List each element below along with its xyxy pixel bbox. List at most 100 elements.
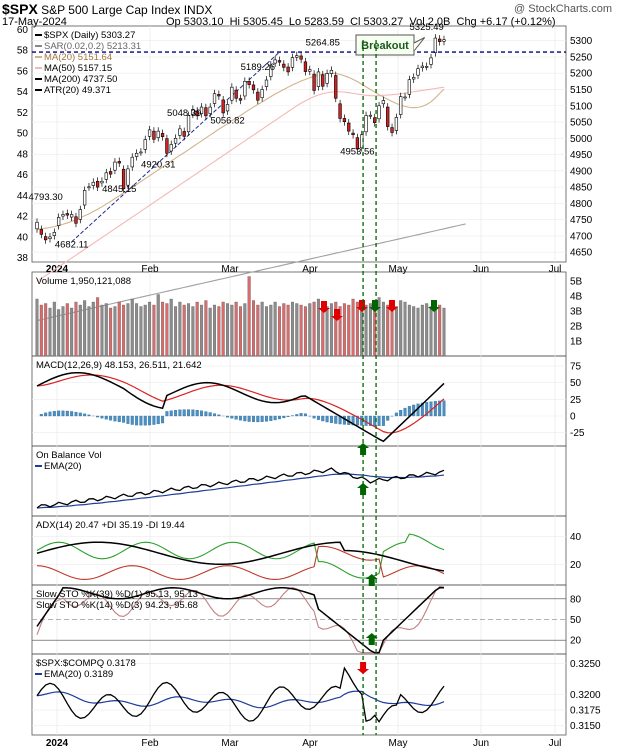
macd-hist-bar — [247, 415, 251, 422]
volume-bar — [165, 303, 169, 357]
volume-bar — [35, 298, 39, 357]
volume-down-arrow — [386, 300, 398, 312]
candle-body — [61, 214, 65, 217]
macd-y-tick: 50 — [570, 378, 582, 389]
volume-bar — [368, 303, 372, 357]
macd-hist-bar — [122, 415, 126, 423]
macd-y-tick: 75 — [570, 362, 582, 373]
candle-body — [195, 110, 199, 117]
x-tick-label: Jun — [473, 264, 489, 275]
ohlc-summary: Op 5303.10 Hi 5305.45 Lo 5283.59 Cl 5303… — [166, 16, 556, 28]
macd-hist-bar — [425, 402, 429, 417]
candle-body — [238, 98, 243, 101]
volume-bar — [130, 298, 134, 357]
macd-hist-bar — [213, 413, 217, 417]
macd-hist-bar — [74, 411, 78, 417]
candle-body — [208, 106, 212, 114]
candle-body — [35, 221, 39, 230]
volume-bar — [113, 306, 117, 357]
macd-hist-bar — [48, 411, 52, 417]
volume-y-tick: 3B — [570, 307, 583, 318]
candle-body — [420, 65, 424, 68]
macd-hist-bar — [70, 411, 74, 417]
candle-body — [82, 190, 87, 206]
price-annotation: 5048.39 — [167, 108, 201, 119]
price-y-tick: 4800 — [570, 199, 593, 210]
price-annotation: 5264.85 — [306, 38, 340, 49]
candle-body — [217, 94, 221, 97]
candle-body — [52, 232, 56, 236]
candle-body — [212, 93, 217, 104]
macd-hist-bar — [433, 401, 437, 417]
candle-body — [442, 39, 446, 42]
candle-body — [69, 214, 74, 218]
macd-hist-bar — [178, 409, 182, 417]
volume-bar — [251, 300, 255, 357]
volume-bar — [273, 301, 277, 357]
candle-body — [199, 106, 204, 114]
candle-body — [312, 73, 316, 91]
volume-bar — [213, 304, 217, 357]
candle-body — [234, 89, 238, 99]
macd-hist-bar — [204, 411, 208, 417]
macd-hist-bar — [39, 414, 43, 417]
macd-hist-bar — [273, 415, 277, 421]
volume-bar — [217, 306, 221, 357]
macd-hist-bar — [96, 415, 100, 418]
macd-hist-bar — [208, 412, 212, 417]
macd-hist-bar — [442, 400, 446, 417]
price-left-tick: 50 — [17, 129, 29, 140]
macd-hist-bar — [230, 415, 234, 419]
x-tick-label: 2024 — [46, 738, 69, 749]
macd-hist-bar — [264, 415, 268, 422]
ratio-y-tick: 0.3200 — [570, 690, 601, 701]
macd-hist-bar — [321, 415, 325, 422]
volume-bar — [61, 306, 65, 357]
macd-hist-bar — [143, 415, 147, 426]
macd-hist-bar — [377, 415, 381, 427]
macd-hist-bar — [195, 410, 199, 417]
candle-body — [113, 161, 117, 171]
macd-hist-bar — [256, 415, 260, 423]
candle-body — [126, 168, 130, 186]
price-y-tick: 4750 — [570, 215, 593, 226]
candle-body — [117, 161, 121, 164]
volume-bar — [122, 304, 126, 357]
macd-hist-bar — [226, 415, 230, 418]
candle-body — [256, 91, 260, 101]
volume-bar — [78, 304, 82, 357]
candle-body — [338, 103, 342, 119]
macd-hist-bar — [312, 415, 316, 419]
candle-body — [334, 75, 338, 99]
volume-bar — [295, 303, 299, 357]
candle-body — [407, 79, 412, 95]
volume-bar — [169, 298, 173, 357]
volume-bar — [425, 303, 429, 357]
macd-hist-bar — [169, 410, 173, 417]
macd-hist-bar — [61, 410, 65, 417]
macd-hist-bar — [243, 415, 247, 422]
x-tick-label: Mar — [221, 738, 239, 749]
candle-body — [57, 217, 61, 226]
symbol: $SPX — [2, 1, 38, 17]
watermark: @ StockCharts.com — [514, 3, 612, 15]
x-tick-label: Feb — [141, 738, 159, 749]
stoch-y-tick: 80 — [570, 594, 582, 605]
candle-body — [342, 118, 347, 123]
volume-bar — [334, 301, 338, 357]
candle-body — [273, 59, 277, 64]
volume-bar — [269, 304, 273, 357]
volume-bar — [247, 276, 251, 357]
volume-bar — [143, 304, 147, 357]
price-annotation: 5325.49 — [410, 22, 444, 33]
volume-bar — [234, 301, 238, 357]
volume-y-tick: 1B — [570, 337, 583, 348]
price-legend-entry: SAR(0.02,0.2) 5213.31 — [44, 41, 141, 52]
chart-header: $SPX S&P 500 Large Cap Index INDX — [2, 1, 212, 17]
candle-body — [186, 115, 191, 133]
candle-body — [416, 68, 420, 76]
volume-bar — [429, 306, 433, 357]
volume-bar — [221, 301, 225, 357]
candle-body — [438, 38, 442, 42]
macd-hist-bar — [217, 414, 221, 417]
